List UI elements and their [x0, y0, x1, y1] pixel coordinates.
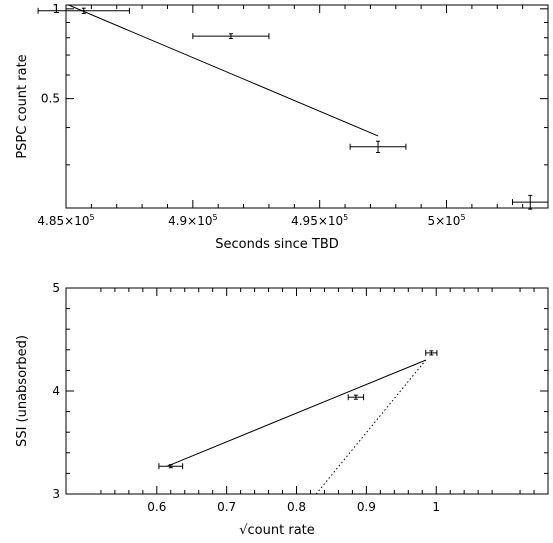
y-tick-label: 4 — [52, 384, 60, 398]
y-tick-label: 0.5 — [41, 92, 60, 106]
data-point — [425, 349, 438, 356]
y-axis-title: SSI (unabsorbed) — [15, 335, 30, 447]
light-curve-panel: 4.85×105 4.9×105 4.95×105 5×105 1 0.5 Seconds … — [15, 2, 549, 252]
spectral-index-panel: 0.6 0.7 0.8 0.9 1 3 4 5 √count rate SSI (unabsorb… — [15, 281, 549, 538]
x-tick-label: 4.9×105 — [168, 213, 218, 228]
dotted-model-line — [315, 359, 427, 495]
y-tick-label: 5 — [52, 281, 60, 295]
x-tick-label: 0.7 — [217, 500, 236, 514]
fit-line — [167, 359, 426, 467]
data-point — [158, 463, 184, 470]
x-tick-label: 1 — [432, 500, 440, 514]
data-point — [37, 7, 130, 14]
data-point — [511, 194, 549, 210]
x-tick-label: 0.9 — [357, 500, 376, 514]
plot-frame — [65, 4, 549, 209]
x-tick-label: 4.95×105 — [291, 213, 348, 228]
x-axis-title: Seconds since TBD — [215, 237, 339, 252]
y-axis-title: PSPC count rate — [15, 54, 30, 158]
plot-frame — [65, 287, 549, 495]
data-point — [192, 33, 270, 40]
data-point — [347, 394, 365, 401]
x-tick-label: 0.8 — [287, 500, 306, 514]
y-tick-label: 1 — [52, 2, 60, 16]
x-tick-label: 4.85×105 — [37, 213, 94, 228]
data-point — [349, 140, 407, 153]
x-tick-label: 5×105 — [427, 213, 465, 228]
fit-line — [68, 4, 379, 137]
x-axis-title: √count rate — [239, 523, 315, 538]
x-tick-label: 0.6 — [147, 500, 166, 514]
y-tick-label: 3 — [52, 487, 60, 501]
